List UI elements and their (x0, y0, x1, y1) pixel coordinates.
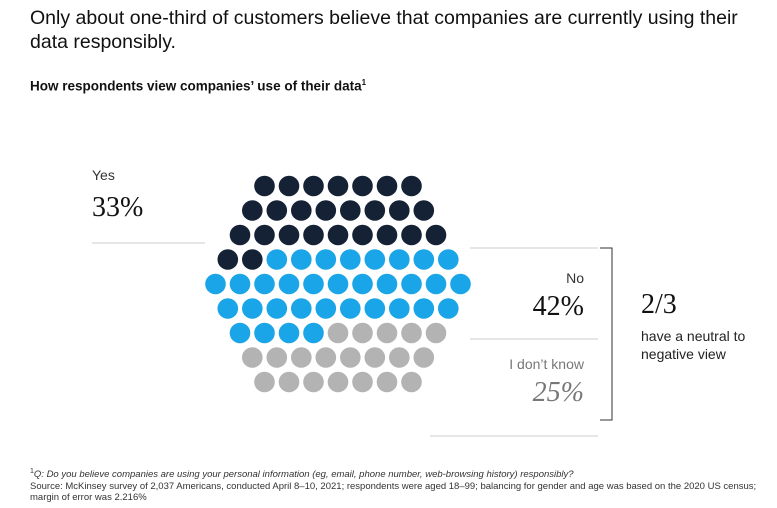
dot-yes (254, 224, 275, 246)
dot-i-don-t-know (327, 322, 349, 344)
dot-cluster (205, 175, 471, 393)
dot-no (413, 298, 435, 319)
dot-no (291, 298, 312, 319)
dot-yes (266, 200, 288, 221)
subtitle-footnote-marker: 1 (361, 78, 367, 87)
dot-yes (401, 224, 422, 246)
dot-i-don-t-know (425, 322, 447, 344)
chart-title: Only about one-third of customers believ… (30, 7, 738, 53)
dot-no (340, 249, 361, 270)
dot-no (340, 298, 361, 319)
dot-i-don-t-know (401, 322, 422, 344)
dot-i-don-t-know (303, 371, 324, 393)
dot-yes (376, 224, 398, 246)
dot-i-don-t-know (413, 347, 435, 368)
dot-no (217, 298, 239, 319)
dot-i-don-t-know (352, 371, 373, 393)
dot-i-don-t-know (291, 347, 312, 368)
dot-i-don-t-know (376, 371, 398, 393)
dot-yes (327, 175, 349, 197)
dot-no (364, 249, 386, 270)
footnote-source: Source: McKinsey survey of 2,037 America… (30, 480, 757, 504)
dot-no (327, 273, 349, 295)
dot-no (364, 298, 386, 319)
dot-i-don-t-know (389, 347, 410, 368)
chart-subtitle: How respondents view companies’ use of t… (30, 78, 366, 94)
dot-no (352, 273, 373, 295)
footnote-marker: 1 (30, 468, 34, 475)
dot-no (413, 249, 435, 270)
yes-label: Yes (92, 167, 115, 183)
footnote: 1Q: Do you believe companies are using y… (30, 466, 770, 504)
dot-yes (364, 200, 386, 221)
dot-yes (376, 175, 398, 197)
dot-i-don-t-know (340, 347, 361, 368)
dot-yes (315, 200, 337, 221)
dot-no (291, 249, 312, 270)
dot-no (229, 273, 251, 295)
dot-yes (278, 175, 300, 197)
dot-yes (303, 175, 324, 197)
dot-yes (352, 224, 373, 246)
dot-no (389, 298, 410, 319)
dot-i-don-t-know (315, 347, 337, 368)
dot-yes (425, 224, 447, 246)
dot-yes (352, 175, 373, 197)
dot-no (242, 298, 263, 319)
dot-yes (217, 249, 239, 270)
dot-no (450, 273, 471, 295)
footnote-question-text: Q: Do you believe companies are using yo… (33, 469, 574, 481)
dot-yes (340, 200, 361, 221)
dot-yes (389, 200, 410, 221)
dot-yes (303, 224, 324, 246)
dot-i-don-t-know (327, 371, 349, 393)
dot-no (389, 249, 410, 270)
dot-yes (291, 200, 312, 221)
yes-value: 33% (92, 192, 144, 223)
chart-subtitle-text: How respondents view companies’ use of t… (30, 78, 362, 94)
dot-yes (242, 249, 263, 270)
dot-yes (278, 224, 300, 246)
dot-no (205, 273, 226, 295)
dot-yes (254, 175, 275, 197)
dot-i-don-t-know (401, 371, 422, 393)
dot-no (376, 273, 398, 295)
fraction-value: 2/3 (641, 289, 677, 320)
neutral-negative-bracket (600, 247, 613, 421)
dot-no (278, 273, 300, 295)
no-label: No (566, 270, 584, 286)
dot-no (315, 298, 337, 319)
dot-no (438, 298, 459, 319)
dot-no (254, 273, 275, 295)
dont-know-label: I don’t know (509, 356, 584, 372)
dot-no (266, 249, 288, 270)
dot-i-don-t-know (352, 322, 373, 344)
dot-i-don-t-know (364, 347, 386, 368)
dot-i-don-t-know (254, 371, 275, 393)
dot-yes (242, 200, 263, 221)
dot-no (425, 273, 447, 295)
dot-no (266, 298, 288, 319)
dot-no (315, 249, 337, 270)
dot-no (229, 322, 251, 344)
dot-no (401, 273, 422, 295)
footnote-question: 1Q: Do you believe companies are using y… (30, 466, 770, 481)
dot-i-don-t-know (242, 347, 263, 368)
dont-know-value: 25% (532, 377, 584, 408)
dot-yes (229, 224, 251, 246)
no-value: 42% (532, 291, 584, 322)
dot-no (278, 322, 300, 344)
dot-yes (413, 200, 435, 221)
dot-i-don-t-know (376, 322, 398, 344)
dot-yes (401, 175, 422, 197)
dot-i-don-t-know (278, 371, 300, 393)
dot-no (254, 322, 275, 344)
dot-i-don-t-know (266, 347, 288, 368)
fraction-description: have a neutral to negative view (641, 328, 746, 362)
dot-no (303, 273, 324, 295)
dot-no (303, 322, 324, 344)
dot-yes (327, 224, 349, 246)
dot-no (438, 249, 459, 270)
